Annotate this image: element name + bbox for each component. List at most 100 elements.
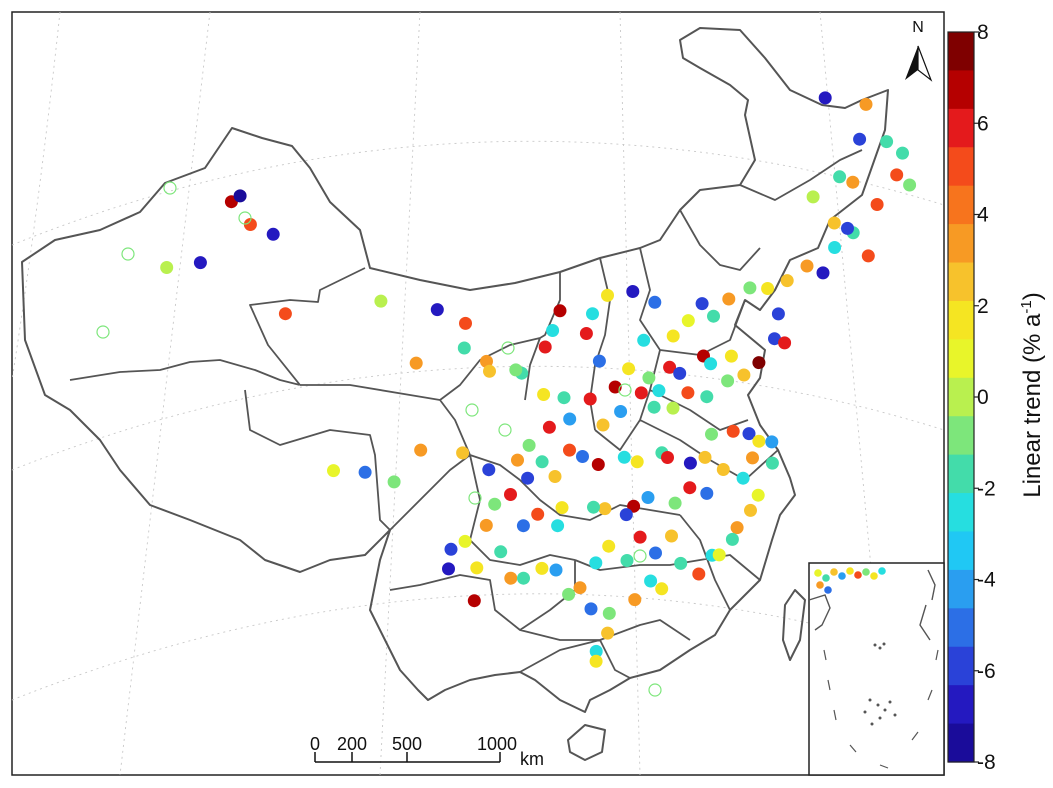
colorbar-tick-label: 6 <box>977 112 989 135</box>
colorbar-segment <box>948 454 974 494</box>
scale-label-200: 200 <box>337 734 367 754</box>
station-marker <box>576 450 589 463</box>
colorbar-segment <box>948 147 974 187</box>
station-marker <box>683 481 697 495</box>
colorbar-ticks: 8 6 4 2 0 -2 -4 -6 -8 <box>974 21 996 774</box>
colorbar-tick-label: -6 <box>977 660 996 683</box>
station-marker-hollow <box>121 247 135 261</box>
station-marker <box>622 362 636 376</box>
station-marker <box>726 424 740 438</box>
station-marker <box>602 539 616 553</box>
taiwan-outline <box>782 589 806 661</box>
station-marker <box>546 324 560 337</box>
station-marker <box>752 434 766 448</box>
station-marker <box>522 438 536 452</box>
station-marker <box>655 582 669 596</box>
station-marker-hollow <box>648 683 662 697</box>
station-marker <box>647 400 661 414</box>
station-marker <box>742 427 756 441</box>
station-marker <box>771 307 785 321</box>
station-marker <box>806 190 820 204</box>
station-marker <box>579 327 593 340</box>
station-marker <box>479 518 493 532</box>
station-marker-hollow <box>163 181 177 195</box>
scale-bar <box>314 752 501 763</box>
inset-station-marker <box>846 567 854 575</box>
station-marker <box>480 354 493 368</box>
station-marker <box>627 499 641 513</box>
station-marker <box>674 556 688 570</box>
station-marker <box>160 261 174 274</box>
station-marker <box>589 556 603 570</box>
station-marker <box>442 562 455 576</box>
station-marker <box>704 357 718 371</box>
station-marker <box>725 532 739 546</box>
station-marker <box>827 216 841 230</box>
station-marker <box>661 451 674 464</box>
colorbar-tick-label: -8 <box>977 751 996 774</box>
station-marker <box>457 341 471 355</box>
station-marker <box>538 340 552 354</box>
colorbar-tick-label: 8 <box>977 21 989 44</box>
station-marker <box>816 266 830 280</box>
station-marker <box>700 486 714 500</box>
colorbar-segment <box>948 108 974 148</box>
colorbar-segment <box>948 416 974 456</box>
station-marker <box>818 91 832 105</box>
colorbar-label: Linear trend (% a-1) <box>1018 292 1046 497</box>
station-marker <box>743 281 757 295</box>
station-marker <box>517 571 530 585</box>
station-marker <box>551 519 565 533</box>
station-marker <box>648 295 662 309</box>
station-marker <box>193 256 207 270</box>
station-marker <box>617 450 631 464</box>
station-marker <box>665 529 678 543</box>
station-marker <box>681 314 695 328</box>
colorbar-segment <box>948 262 974 302</box>
station-marker <box>751 488 765 502</box>
station-marker <box>278 307 292 321</box>
colorbar-segment <box>948 377 974 417</box>
station-marker <box>430 303 444 317</box>
station-marker <box>444 542 458 556</box>
station-marker <box>683 456 697 470</box>
station-marker <box>504 571 518 585</box>
station-marker <box>828 241 842 254</box>
station-marker <box>555 501 569 515</box>
station-marker <box>724 349 738 363</box>
map-frame <box>11 11 945 776</box>
colorbar-segment <box>948 608 974 648</box>
station-marker <box>752 356 766 370</box>
station-marker <box>488 497 502 511</box>
inset-station-marker <box>854 571 862 579</box>
station-marker <box>511 453 524 467</box>
station-marker <box>730 521 744 535</box>
station-marker <box>663 360 677 374</box>
station-marker <box>598 502 612 516</box>
station-marker <box>722 292 736 306</box>
station-marker <box>409 356 423 370</box>
station-marker <box>673 366 687 380</box>
station-marker <box>649 546 662 560</box>
station-marker <box>557 391 571 405</box>
station-marker <box>243 218 257 231</box>
station-marker <box>666 401 680 415</box>
station-marker <box>483 364 496 378</box>
station-marker <box>705 427 718 441</box>
station-marker <box>737 368 751 382</box>
station-marker-hollow <box>618 383 632 397</box>
station-marker <box>573 581 587 595</box>
station-marker <box>587 500 600 514</box>
station-marker <box>535 455 549 469</box>
inset-station-marker <box>824 586 832 594</box>
station-marker <box>516 519 530 533</box>
inset-station-marker <box>816 581 824 589</box>
station-marker <box>644 574 658 588</box>
station-marker <box>700 390 714 404</box>
inset-station-marker <box>870 572 878 580</box>
colorbar-segment <box>948 32 974 72</box>
inset-station-marker <box>822 574 830 582</box>
station-marker <box>768 332 781 346</box>
inset-station-marker <box>814 569 822 577</box>
station-marker <box>521 471 535 485</box>
